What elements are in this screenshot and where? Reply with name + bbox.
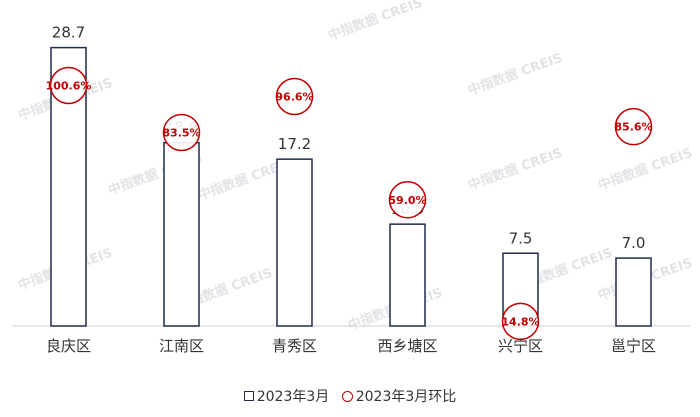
pct-series: 100.6% 83.5% 96.6% 59.0% 14.8% 85.6% <box>46 66 653 341</box>
pct-value-label: 96.6% <box>275 90 313 103</box>
category-label: 兴宁区 <box>498 337 543 355</box>
category-label: 青秀区 <box>272 337 317 355</box>
pct-value-label: 14.8% <box>501 315 539 328</box>
bar-value-label: 7.5 <box>509 229 533 247</box>
legend-item-pct: 2023年3月环比 <box>341 386 457 406</box>
watermark-layer: 中指数据 CREIS 中指数据 CREIS 中指数据 CREIS 中指数据 CREIS… <box>16 0 695 334</box>
legend-square-icon <box>243 391 254 401</box>
pct-value-label: 100.6% <box>46 79 92 92</box>
bar-value-label: 7.0 <box>622 234 646 252</box>
pct-circle <box>162 113 201 152</box>
pct-circle <box>388 181 427 219</box>
pct-value-label: 83.5% <box>162 126 200 139</box>
pct-circle <box>614 107 653 146</box>
legend-label-bars: 2023年3月 <box>256 389 330 405</box>
legend-circle-icon <box>341 390 353 402</box>
bar <box>276 158 313 327</box>
legend: 2023年3月 2023年3月环比 <box>0 386 700 406</box>
watermark-text: 中指数据 CREIS <box>596 145 695 194</box>
bar <box>389 223 426 327</box>
watermark-text: 中指数据 CREIS <box>466 50 565 99</box>
watermark-text: 中指数据 CREIS <box>466 145 565 194</box>
chart-area: 中指数据 CREIS 中指数据 CREIS 中指数据 CREIS 中指数据 CREIS… <box>12 0 695 355</box>
pct-circle <box>501 302 540 341</box>
category-label: 良庆区 <box>46 337 91 355</box>
category-label: 邕宁区 <box>611 337 656 355</box>
pct-circle <box>49 66 88 105</box>
watermark-text: 中指数据 CREIS <box>326 0 425 44</box>
legend-item-bars: 2023年3月 <box>243 386 330 406</box>
category-label: 西乡塘区 <box>377 337 437 355</box>
bar-value-label: 17.2 <box>278 135 311 153</box>
bar <box>163 141 200 327</box>
bar <box>615 257 652 327</box>
pct-value-label: 85.6% <box>614 121 652 134</box>
category-labels: 良庆区 江南区 青秀区 西乡塘区 兴宁区 邕宁区 <box>46 337 656 355</box>
pct-circle <box>275 77 314 116</box>
category-label: 江南区 <box>159 337 204 355</box>
bar-value-label: 28.7 <box>52 24 85 42</box>
legend-label-pct: 2023年3月环比 <box>355 389 457 405</box>
pct-value-label: 59.0% <box>388 194 426 207</box>
